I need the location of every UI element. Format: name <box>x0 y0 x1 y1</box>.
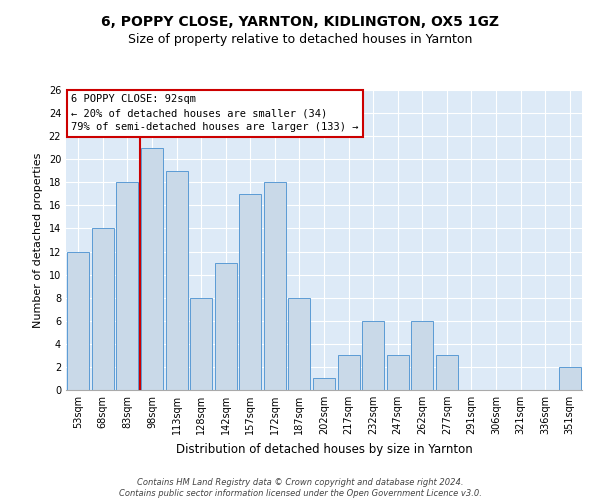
X-axis label: Distribution of detached houses by size in Yarnton: Distribution of detached houses by size … <box>176 442 472 456</box>
Bar <box>190 298 212 390</box>
Bar <box>386 356 409 390</box>
Bar <box>313 378 335 390</box>
Bar <box>338 356 359 390</box>
Bar <box>239 194 262 390</box>
Text: 6 POPPY CLOSE: 92sqm
← 20% of detached houses are smaller (34)
79% of semi-detac: 6 POPPY CLOSE: 92sqm ← 20% of detached h… <box>71 94 359 132</box>
Bar <box>215 263 237 390</box>
Bar <box>559 367 581 390</box>
Bar <box>116 182 139 390</box>
Bar <box>362 321 384 390</box>
Bar <box>67 252 89 390</box>
Bar <box>289 298 310 390</box>
Bar <box>264 182 286 390</box>
Text: 6, POPPY CLOSE, YARNTON, KIDLINGTON, OX5 1GZ: 6, POPPY CLOSE, YARNTON, KIDLINGTON, OX5… <box>101 15 499 29</box>
Bar <box>166 171 188 390</box>
Bar <box>141 148 163 390</box>
Text: Size of property relative to detached houses in Yarnton: Size of property relative to detached ho… <box>128 32 472 46</box>
Y-axis label: Number of detached properties: Number of detached properties <box>33 152 43 328</box>
Bar <box>411 321 433 390</box>
Bar <box>436 356 458 390</box>
Bar <box>92 228 114 390</box>
Text: Contains HM Land Registry data © Crown copyright and database right 2024.
Contai: Contains HM Land Registry data © Crown c… <box>119 478 481 498</box>
